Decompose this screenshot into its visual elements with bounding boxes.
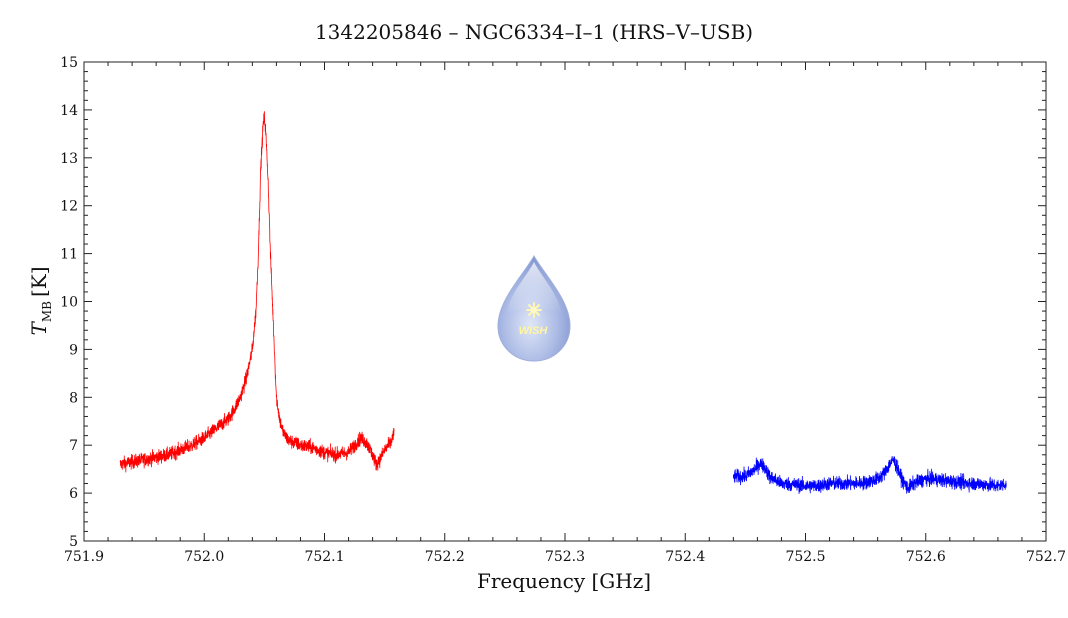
series-layer bbox=[119, 111, 1007, 494]
plot-frame bbox=[83, 61, 1047, 542]
spectrum-series-1 bbox=[119, 111, 395, 473]
y-tick-label: 14 bbox=[60, 103, 78, 119]
y-tick-label: 10 bbox=[60, 295, 78, 311]
x-tick-label: 752.3 bbox=[545, 549, 585, 565]
x-tick-label: 752.1 bbox=[304, 549, 344, 565]
y-tick-label: 15 bbox=[60, 55, 78, 71]
chart-title: 1342205846 – NGC6334–I–1 (HRS–V–USB) bbox=[315, 20, 753, 44]
y-tick-label: 13 bbox=[60, 151, 78, 167]
x-tick-label: 751.9 bbox=[64, 549, 104, 565]
y-tick-label: 9 bbox=[69, 342, 78, 358]
x-tick-label: 752.6 bbox=[906, 549, 946, 565]
y-axis-unit: [K] bbox=[27, 267, 51, 298]
tick-layer: 751.9 752.0 752.1 752.2 752.3 752.4 752.5 752.6… bbox=[60, 55, 1066, 565]
y-tick-label: 6 bbox=[69, 486, 78, 502]
wish-logo: WISH bbox=[497, 254, 571, 362]
logo-text: WISH bbox=[519, 325, 549, 337]
y-axis-label: TMB [K] bbox=[27, 267, 54, 336]
x-tick-label: 752.7 bbox=[1026, 549, 1066, 565]
x-tick-label: 752.4 bbox=[665, 549, 705, 565]
spectrum-series-2 bbox=[732, 456, 1007, 494]
x-tick-label: 752.0 bbox=[184, 549, 224, 565]
y-tick-label: 8 bbox=[69, 390, 78, 406]
y-tick-label: 5 bbox=[69, 534, 78, 550]
y-tick-label: 12 bbox=[60, 199, 78, 215]
y-tick-label: 11 bbox=[60, 247, 78, 263]
y-tick-label: 7 bbox=[69, 438, 78, 454]
x-tick-label: 752.5 bbox=[785, 549, 825, 565]
x-axis-label: Frequency [GHz] bbox=[477, 569, 651, 593]
x-tick-label: 752.2 bbox=[425, 549, 465, 565]
y-axis-subscript: MB bbox=[40, 301, 54, 322]
star-core bbox=[531, 307, 537, 313]
y-axis-symbol: T bbox=[27, 321, 51, 336]
logo-shine bbox=[507, 262, 561, 314]
